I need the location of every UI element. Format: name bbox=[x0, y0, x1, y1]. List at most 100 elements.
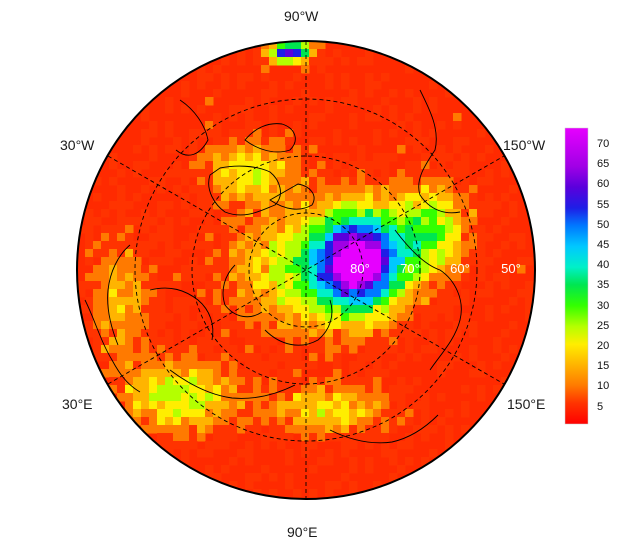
grid-cell bbox=[189, 441, 198, 450]
grid-cell bbox=[501, 217, 510, 226]
grid-cell bbox=[93, 177, 102, 186]
grid-cell bbox=[189, 377, 198, 386]
grid-cell bbox=[301, 305, 310, 314]
grid-cell bbox=[245, 401, 254, 410]
grid-cell bbox=[237, 257, 246, 266]
grid-cell bbox=[213, 417, 222, 426]
grid-cell bbox=[397, 313, 406, 322]
grid-cell bbox=[285, 233, 294, 242]
grid-cell bbox=[461, 265, 470, 274]
grid-cell bbox=[221, 57, 230, 66]
grid-cell bbox=[213, 369, 222, 378]
grid-cell bbox=[285, 281, 294, 290]
grid-cell bbox=[141, 345, 150, 354]
grid-cell bbox=[381, 265, 390, 274]
grid-cell bbox=[221, 425, 230, 434]
grid-cell bbox=[229, 153, 238, 162]
grid-cell bbox=[245, 377, 254, 386]
grid-cell bbox=[317, 137, 326, 146]
grid-cell bbox=[189, 409, 198, 418]
grid-cell bbox=[309, 201, 318, 210]
grid-cell bbox=[301, 233, 310, 242]
grid-cell bbox=[293, 361, 302, 370]
grid-cell bbox=[277, 289, 286, 298]
grid-cell bbox=[405, 297, 414, 306]
grid-cell bbox=[333, 337, 342, 346]
grid-cell bbox=[501, 329, 510, 338]
grid-cell bbox=[261, 73, 270, 82]
grid-cell bbox=[133, 289, 142, 298]
grid-cell bbox=[181, 417, 190, 426]
grid-cell bbox=[173, 345, 182, 354]
grid-cell bbox=[157, 409, 166, 418]
grid-cell bbox=[229, 105, 238, 114]
grid-cell bbox=[285, 369, 294, 378]
coastlines bbox=[84, 89, 462, 444]
grid-cell bbox=[277, 257, 286, 266]
grid-cell bbox=[365, 401, 374, 410]
grid-cell bbox=[381, 337, 390, 346]
grid-cell bbox=[301, 281, 310, 290]
grid-cell bbox=[237, 369, 246, 378]
grid-cell bbox=[125, 393, 134, 402]
grid-cell bbox=[269, 329, 278, 338]
grid-cell bbox=[445, 361, 454, 370]
grid-cell bbox=[397, 281, 406, 290]
grid-cell bbox=[453, 113, 462, 122]
grid-cell bbox=[293, 393, 302, 402]
grid-cell bbox=[157, 297, 166, 306]
grid-cell bbox=[333, 377, 342, 386]
grid-cell bbox=[213, 193, 222, 202]
grid-cell bbox=[381, 193, 390, 202]
grid-cell bbox=[413, 145, 422, 154]
grid-cell bbox=[373, 249, 382, 258]
grid-cell bbox=[357, 177, 366, 186]
grid-cell bbox=[517, 233, 526, 242]
grid-cell bbox=[237, 81, 246, 90]
grid-cell bbox=[165, 169, 174, 178]
grid-cell bbox=[349, 241, 358, 250]
grid-cell bbox=[269, 393, 278, 402]
grid-cell bbox=[381, 273, 390, 282]
grid-cell bbox=[325, 385, 334, 394]
grid-cell bbox=[429, 81, 438, 90]
grid-cell bbox=[421, 417, 430, 426]
grid-cell bbox=[229, 297, 238, 306]
grid-cell bbox=[277, 161, 286, 170]
grid-cell bbox=[357, 297, 366, 306]
grid-cell bbox=[405, 313, 414, 322]
grid-cell bbox=[285, 401, 294, 410]
grid-cell bbox=[453, 329, 462, 338]
grid-cell bbox=[341, 441, 350, 450]
grid-cell bbox=[245, 129, 254, 138]
grid-cell bbox=[373, 193, 382, 202]
grid-cell bbox=[301, 161, 310, 170]
grid-cell bbox=[149, 345, 158, 354]
grid-cell bbox=[277, 305, 286, 314]
grid-cell bbox=[221, 185, 230, 194]
grid-cell bbox=[437, 393, 446, 402]
grid-cell bbox=[493, 249, 502, 258]
grid-cell bbox=[117, 313, 126, 322]
grid-cell bbox=[517, 289, 526, 298]
grid-cell bbox=[277, 201, 286, 210]
grid-cell bbox=[357, 265, 366, 274]
grid-cell bbox=[429, 265, 438, 274]
grid-cell bbox=[429, 193, 438, 202]
grid-cell bbox=[101, 345, 110, 354]
grid-cell bbox=[93, 321, 102, 330]
grid-cell bbox=[125, 273, 134, 282]
grid-cell bbox=[309, 361, 318, 370]
grid-cell bbox=[309, 489, 318, 498]
grid-cell bbox=[261, 177, 270, 186]
grid-cell bbox=[485, 313, 494, 322]
grid-cell bbox=[421, 249, 430, 258]
grid-cell bbox=[405, 201, 414, 210]
grid-cell bbox=[333, 369, 342, 378]
grid-cell bbox=[133, 313, 142, 322]
grid-cell bbox=[341, 57, 350, 66]
grid-cell bbox=[197, 369, 206, 378]
grid-cell bbox=[301, 185, 310, 194]
grid-cell bbox=[221, 73, 230, 82]
grid-cell bbox=[189, 321, 198, 330]
